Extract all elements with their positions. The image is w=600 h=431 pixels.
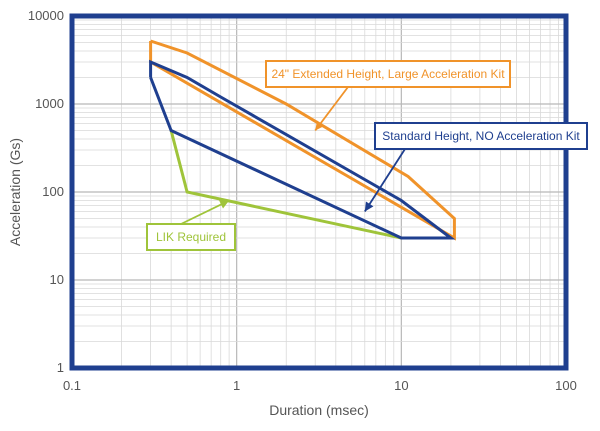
series-extended-height-line [149,39,456,241]
x-tick-label: 1 [233,378,240,393]
tick-labels: 0.1 1 10 100 1 10 100 1000 10000 [28,8,577,393]
series-standard-height-line [149,59,456,240]
callout-standard-height-box [374,122,588,150]
y-tick-label: 10 [50,272,64,287]
x-axis-title: Duration (msec) [269,402,369,418]
series-layer [149,39,456,241]
callout-extended-height-box [265,60,511,88]
y-tick-label: 10000 [28,8,64,23]
callout-lik-required-arrowhead [219,200,230,209]
callout-lik-required: LIK Required [146,199,236,251]
callout-extended-height-arrowhead [315,120,325,131]
callout-standard-height-leader [364,148,406,213]
x-tick-label: 10 [394,378,408,393]
x-tick-label: 100 [555,378,577,393]
x-tick-label: 0.1 [63,378,81,393]
callout-lik-required-box [146,223,236,251]
callout-standard-height: Standard Height, NO Acceleration Kit [364,122,588,213]
callout-lik-required-label: LIK Required [156,230,226,244]
series-lik-required-line [169,130,402,240]
callout-standard-height-arrowhead [364,201,374,212]
y-tick-label: 1 [57,360,64,375]
plot-frame [69,13,569,371]
y-axis-title: Acceleration (Gs) [7,138,23,246]
y-tick-label: 100 [42,184,64,199]
y-tick-label: 1000 [35,96,64,111]
callout-extended-height-label: 24" Extended Height, Large Acceleration … [271,67,505,81]
callout-extended-height: 24" Extended Height, Large Acceleration … [265,60,511,132]
callout-standard-height-label: Standard Height, NO Acceleration Kit [382,129,580,143]
callout-extended-height-leader [314,86,349,132]
